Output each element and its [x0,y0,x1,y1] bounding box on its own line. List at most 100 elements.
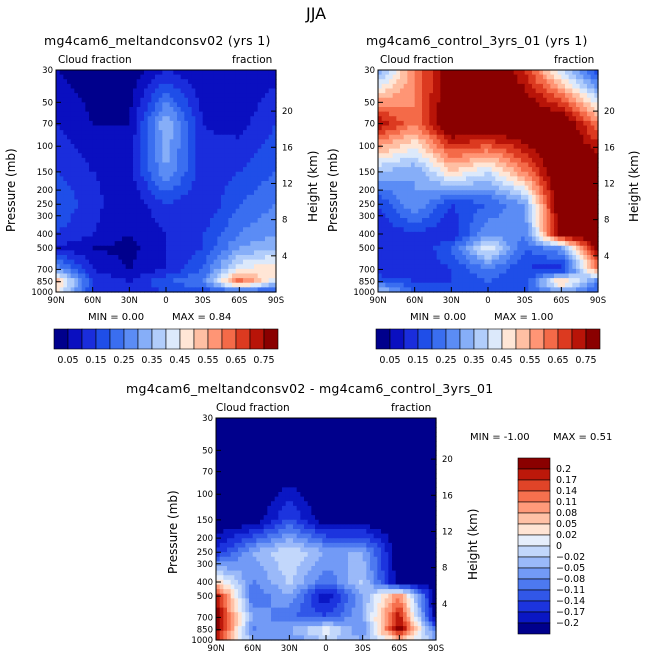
heatmap-cell [173,231,178,238]
heatmap-cell [400,208,405,214]
heatmap-cell [202,97,207,103]
heatmap-cell [550,148,555,154]
heatmap-cell [155,148,160,154]
heatmap-cell [579,176,584,182]
heatmap-cell [177,111,182,117]
heatmap-cell [444,88,449,94]
heatmap-cell [576,204,581,210]
heatmap-cell [70,134,75,140]
heatmap-cell [195,236,200,242]
heatmap-cell [235,255,240,261]
heatmap-cell [184,70,189,76]
heatmap-cell [195,88,200,94]
heatmap-cell [524,88,529,94]
heatmap-cell [199,130,204,136]
heatmap-cell [261,273,266,279]
heatmap-cell [180,222,185,228]
heatmap-cell [440,93,445,99]
heatmap-cell [221,218,226,224]
heatmap-cell [436,125,441,131]
heatmap-cell [144,153,149,159]
heatmap-cell [188,107,193,113]
heatmap-cell [63,111,68,117]
heatmap-cell [539,199,544,205]
heatmap-cell [103,185,108,191]
heatmap-cell [484,171,489,177]
heatmap-cell [268,130,273,136]
heatmap-cell [422,167,427,173]
heatmap-cell [210,241,215,247]
heatmap-cell [546,144,551,150]
heatmap-cell [235,268,240,275]
heatmap-cell [78,125,83,131]
heatmap-cell [202,245,207,251]
heatmap-cell [239,250,244,256]
heatmap-cell [228,93,233,99]
heatmap-cell [221,144,226,150]
heatmap-cell [246,134,251,140]
heatmap-cell [85,148,90,154]
heatmap-cell [136,153,141,159]
heatmap-cell [429,79,434,85]
heatmap-cell [265,139,270,145]
heatmap-cell [177,208,182,214]
heatmap-cell [136,213,141,219]
heatmap-cell [480,204,485,210]
heatmap-cell [532,167,537,173]
heatmap-cell [239,79,244,85]
heatmap-cell [543,102,548,108]
heatmap-cell [239,278,244,284]
heatmap-cell [447,111,452,117]
heatmap-cell [532,162,537,168]
heatmap-cell [568,93,573,99]
heatmap-cell [166,70,171,76]
heatmap-cell [524,102,529,108]
heatmap-cell [118,231,123,238]
heatmap-cell [184,227,189,233]
heatmap-cell [100,125,105,131]
heatmap-cell [92,245,97,251]
heatmap-cell [495,116,500,122]
heatmap-cell [510,107,515,113]
heatmap-cell [484,120,489,127]
heatmap-cell [133,204,138,210]
heatmap-cell [111,227,116,233]
heatmap-cell [202,241,207,247]
heatmap-cell [206,70,211,76]
heatmap-cell [444,190,449,196]
heatmap-cell [491,70,496,76]
heatmap-cell [466,134,471,140]
heatmap-cell [129,176,134,182]
heatmap-cell [56,83,61,90]
heatmap-cell [250,255,255,261]
heatmap-cell [378,176,383,182]
heatmap-cell [67,116,72,122]
heatmap-cell [268,79,273,85]
heatmap-cell [414,134,419,140]
heatmap-cell [546,194,551,201]
heatmap-cell [228,125,233,131]
heatmap-cell [136,218,141,224]
heatmap-cell [455,176,460,182]
heatmap-cell [140,125,145,131]
heatmap-cell [429,74,434,80]
heatmap-cell [480,185,485,191]
heatmap-cell [484,167,489,173]
heatmap-cell [572,204,577,210]
heatmap-cell [246,231,251,238]
heatmap-cell [74,130,79,136]
heatmap-cell [561,208,566,214]
heatmap-cell [206,282,211,288]
heatmap-cell [129,282,134,288]
heatmap-cell [78,70,83,76]
heatmap-cell [228,194,233,201]
heatmap-cell [532,93,537,99]
heatmap-cell [118,255,123,261]
heatmap-cell [444,116,449,122]
heatmap-cell [484,194,489,201]
heatmap-cell [147,134,152,140]
heatmap-cell [63,116,68,122]
heatmap-cell [74,194,79,201]
heatmap-cell [155,162,160,168]
heatmap-cell [217,74,222,80]
